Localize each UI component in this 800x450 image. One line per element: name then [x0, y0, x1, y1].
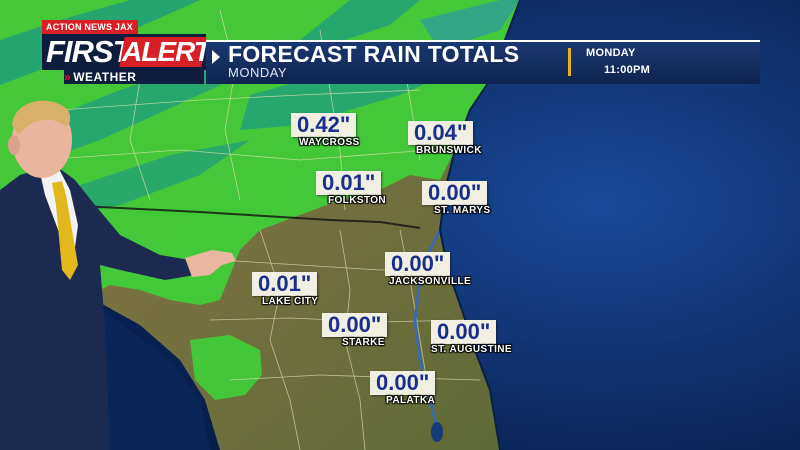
city-label: PALATKA: [386, 395, 436, 406]
city-label: ST. MARYS: [434, 205, 491, 216]
city-label: ST. AUGUSTINE: [431, 344, 512, 355]
rain-total-value: 0.00": [322, 313, 388, 337]
city-label: FOLKSTON: [328, 195, 387, 206]
rain-area-south: [190, 335, 262, 400]
lower-third-header: FORECAST RAIN TOTALS MONDAY MONDAY 11:00…: [206, 40, 760, 84]
rain-total-value: 0.42": [291, 113, 357, 137]
page-subtitle: MONDAY: [228, 65, 288, 80]
logo-alert-text: ALERT: [122, 36, 210, 67]
city-label: LAKE CITY: [262, 296, 319, 307]
state-border: [59, 204, 421, 229]
rain-total-value: 0.00": [422, 181, 488, 205]
city-label: BRUNSWICK: [416, 145, 482, 156]
first-alert-mark: FIRST ALERT: [42, 34, 210, 70]
rain-total-value: 0.01": [252, 272, 318, 296]
station-logo: ACTION NEWS JAX FIRST ALERT » WEATHER: [42, 20, 210, 84]
rain-total-value: 0.00": [385, 252, 451, 276]
lake: [431, 422, 443, 442]
st-johns-river: [413, 229, 442, 441]
rain-total-value: 0.04": [408, 121, 474, 145]
play-arrow-icon: [212, 50, 220, 64]
header-divider: [568, 48, 571, 76]
chevron-right-icon: »: [64, 70, 72, 84]
logo-first-text: FIRST: [46, 34, 132, 69]
logo-weather-line: » WEATHER: [64, 70, 204, 84]
city-label: JACKSONVILLE: [389, 276, 472, 287]
page-title: FORECAST RAIN TOTALS: [228, 41, 520, 67]
city-label: WAYCROSS: [299, 137, 360, 148]
rain-total-value: 0.01": [316, 171, 382, 195]
rain-total-value: 0.00": [370, 371, 436, 395]
city-label: STARKE: [342, 337, 385, 348]
rain-total-value: 0.00": [431, 320, 497, 344]
forecast-day: MONDAY: [586, 47, 636, 59]
logo-alert-box: ALERT: [119, 36, 210, 67]
station-name: ACTION NEWS JAX: [42, 20, 138, 34]
logo-weather-text: WEATHER: [73, 70, 137, 84]
meteorologist: [0, 100, 236, 450]
forecast-time: 11:00PM: [604, 64, 651, 76]
